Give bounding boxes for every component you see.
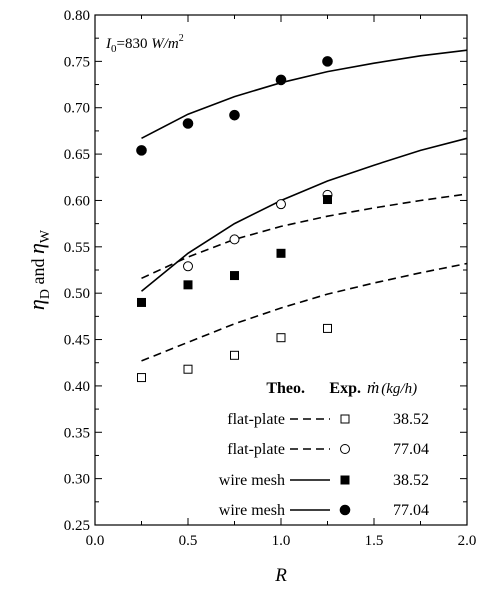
y-tick-label: 0.30 — [64, 472, 90, 488]
y-tick-label: 0.45 — [64, 333, 90, 349]
exp-point-filled-square-38.52 — [230, 271, 239, 281]
exp-point-open-circle-77.04 — [183, 261, 193, 272]
x-tick-label: 1.0 — [272, 533, 291, 549]
y-tick-labels: 0.25 0.30 0.35 0.40 0.45 0.50 0.55 0.60 0.65 0.70… — [64, 8, 90, 534]
exp-point-open-square-38.52 — [276, 333, 286, 343]
exp-point-open-circle-77.04 — [276, 199, 286, 210]
y-axis-title: ηD and ηW — [24, 229, 53, 310]
y-tick-label: 0.75 — [64, 54, 90, 70]
exp-point-filled-square-38.52 — [183, 280, 193, 290]
x-tick-labels: 0.0 0.5 1.0 1.5 2.0 — [86, 533, 477, 549]
y-tick-label: 0.60 — [64, 193, 90, 209]
legend-marker-open-square — [340, 414, 350, 424]
exp-point-filled-circle-77.04 — [322, 56, 333, 67]
exp-point-open-square-38.52 — [183, 364, 193, 374]
legend-label-wire-mesh: wire mesh — [219, 502, 285, 519]
legend-label-wire-mesh: wire mesh — [219, 472, 285, 489]
exp-point-filled-square-38.52 — [323, 195, 332, 205]
y-tick-label: 0.70 — [64, 101, 90, 117]
experimental-markers — [136, 56, 333, 383]
axis-ticks — [94, 14, 468, 526]
x-tick-label: 0.5 — [179, 533, 198, 549]
y-tick-label: 0.50 — [64, 286, 90, 302]
exp-point-filled-circle-77.04 — [229, 109, 240, 121]
legend-marker-filled-square — [340, 475, 350, 485]
y-tick-label: 0.65 — [64, 147, 90, 163]
exp-point-open-square-38.52 — [137, 373, 146, 383]
legend-label-flat-plate: flat-plate — [227, 411, 285, 428]
x-tick-label: 2.0 — [458, 533, 477, 549]
irradiance-annotation: I0=830 W/m2 — [105, 33, 184, 55]
exp-point-filled-square-38.52 — [137, 297, 146, 307]
legend-mdot-value: 77.04 — [393, 441, 429, 458]
legend-header-exp: Exp. — [329, 380, 361, 397]
x-tick-label: 1.5 — [365, 533, 384, 549]
exp-point-open-square-38.52 — [230, 350, 239, 360]
exp-point-open-circle-77.04 — [229, 234, 240, 245]
legend-header-mdot: ṁ (kg/h) — [367, 378, 417, 397]
x-axis-title: R — [274, 565, 287, 586]
theo-line-wire-mesh-38.52 — [140, 137, 468, 292]
theo-line-flat-plate-38.52 — [141, 262, 468, 362]
y-tick-label: 0.55 — [64, 240, 90, 256]
exp-point-filled-square-38.52 — [276, 248, 286, 258]
theoretical-lines — [140, 49, 468, 362]
legend: Theo. Exp. ṁ (kg/h) flat-plate 38.52flat-p… — [219, 378, 429, 519]
exp-point-filled-circle-77.04 — [275, 74, 287, 86]
legend-mdot-value: 38.52 — [393, 472, 429, 489]
y-tick-label: 0.35 — [64, 425, 90, 441]
legend-rows: flat-plate 38.52 flat-plate 77.04 wire mesh 3… — [219, 411, 429, 519]
exp-point-filled-circle-77.04 — [136, 145, 147, 156]
theo-line-wire-mesh-77.04 — [141, 49, 468, 140]
y-tick-label: 0.80 — [64, 8, 90, 24]
y-tick-label: 0.25 — [64, 518, 90, 534]
legend-header-theo: Theo. — [266, 380, 305, 397]
legend-marker-open-circle — [340, 444, 350, 454]
exp-point-filled-circle-77.04 — [182, 118, 194, 129]
x-tick-label: 0.0 — [86, 533, 105, 549]
legend-marker-filled-circle — [339, 504, 351, 516]
legend-mdot-value: 77.04 — [393, 502, 429, 519]
y-tick-label: 0.40 — [64, 379, 90, 395]
legend-mdot-value: 38.52 — [393, 411, 429, 428]
legend-label-flat-plate: flat-plate — [227, 441, 285, 458]
theo-line-flat-plate-77.04 — [141, 193, 468, 280]
exp-point-open-square-38.52 — [323, 323, 332, 333]
